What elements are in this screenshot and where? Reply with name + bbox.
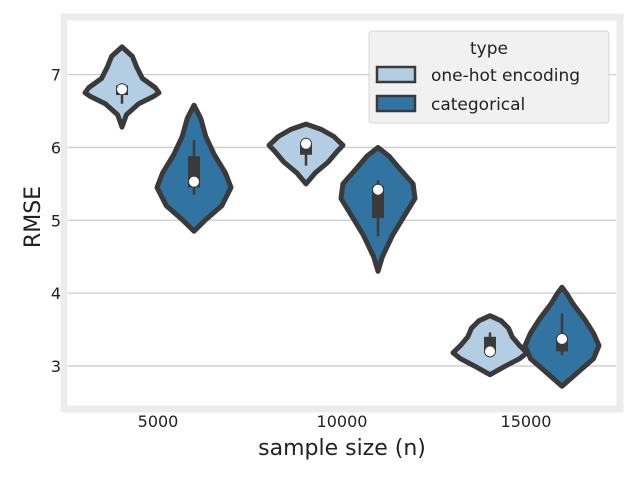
median-point xyxy=(484,345,496,358)
y-tick-label: 7 xyxy=(51,66,61,85)
x-axis-label: sample size (n) xyxy=(258,436,426,461)
legend-swatch-categorical xyxy=(375,94,417,113)
y-tick-label: 3 xyxy=(51,357,61,376)
legend-label-one-hot: one-hot encoding xyxy=(431,66,580,86)
median-point xyxy=(116,83,128,96)
median-point xyxy=(188,175,200,188)
y-axis-label: RMSE xyxy=(21,186,46,248)
median-point xyxy=(300,137,312,150)
x-tick-labels: 5000 10000 15000 xyxy=(138,412,552,431)
legend-box xyxy=(368,30,610,124)
y-tick-label: 6 xyxy=(51,138,61,157)
legend-title: type xyxy=(470,39,508,59)
x-tick-label: 5000 xyxy=(138,412,179,431)
violins-layer xyxy=(82,44,602,389)
median-point xyxy=(372,183,384,196)
median-point xyxy=(556,332,568,345)
x-tick-label: 15000 xyxy=(501,412,552,431)
legend: type one-hot encoding categorical xyxy=(368,30,610,124)
legend-swatch-one-hot xyxy=(375,65,417,84)
y-tick-label: 5 xyxy=(51,211,61,230)
legend-label-categorical: categorical xyxy=(431,95,525,115)
y-tick-labels: 3 4 5 6 7 xyxy=(51,66,61,376)
y-tick-label: 4 xyxy=(51,284,61,303)
x-tick-label: 10000 xyxy=(317,412,368,431)
